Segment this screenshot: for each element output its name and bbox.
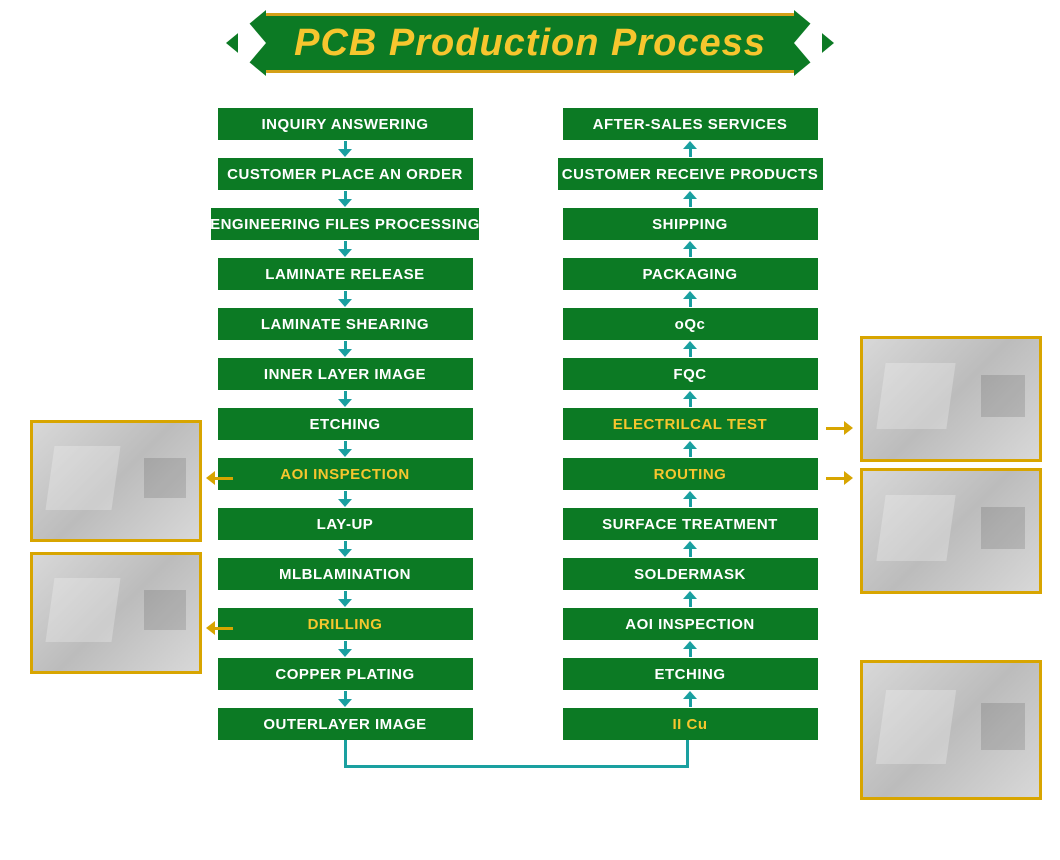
step-label: ROUTING: [654, 466, 727, 483]
step-box: ELECTRILCAL TEST: [563, 408, 818, 440]
step-box: CUSTOMER PLACE AN ORDER: [218, 158, 473, 190]
step-label: OUTERLAYER IMAGE: [263, 716, 426, 733]
arrow-down-icon: [338, 491, 352, 507]
arrow-down-icon: [338, 141, 352, 157]
step-label: ETCHING: [310, 416, 381, 433]
step-box: LAMINATE SHEARING: [218, 308, 473, 340]
arrow-up-icon: [683, 541, 697, 557]
banner-chevron-right: [794, 10, 834, 76]
step-box: INNER LAYER IMAGE: [218, 358, 473, 390]
step-label: ELECTRILCAL TEST: [613, 416, 767, 433]
side-arrow-icon: [206, 471, 233, 485]
step-box: II Cu: [563, 708, 818, 740]
arrow-down-icon: [338, 291, 352, 307]
step-box: LAMINATE RELEASE: [218, 258, 473, 290]
arrow-down-icon: [338, 691, 352, 707]
step-label: PACKAGING: [642, 266, 737, 283]
flow-column-left: INQUIRY ANSWERING CUSTOMER PLACE AN ORDER…: [210, 108, 480, 740]
photo-iicu: [860, 660, 1042, 800]
arrow-up-icon: [683, 691, 697, 707]
step-label: II Cu: [673, 716, 708, 733]
step-label: LAMINATE RELEASE: [265, 266, 424, 283]
step-box: COPPER PLATING: [218, 658, 473, 690]
arrow-down-icon: [338, 341, 352, 357]
step-label: AFTER-SALES SERVICES: [593, 116, 788, 133]
step-box: FQC: [563, 358, 818, 390]
step-box: SOLDERMASK: [563, 558, 818, 590]
step-label: AOI INSPECTION: [280, 466, 410, 483]
side-arrow-icon: [826, 471, 853, 485]
step-box: CUSTOMER RECEIVE PRODUCTS: [558, 158, 823, 190]
step-box: INQUIRY ANSWERING: [218, 108, 473, 140]
arrow-up-icon: [683, 141, 697, 157]
step-box: SURFACE TREATMENT: [563, 508, 818, 540]
page-title: PCB Production Process: [294, 22, 766, 65]
arrow-down-icon: [338, 441, 352, 457]
step-box: LAY-UP: [218, 508, 473, 540]
title-banner: PCB Production Process: [0, 10, 1060, 76]
step-label: CUSTOMER PLACE AN ORDER: [227, 166, 463, 183]
arrow-up-icon: [683, 191, 697, 207]
step-box: AOI INSPECTION: [563, 608, 818, 640]
step-label: SURFACE TREATMENT: [602, 516, 778, 533]
arrow-up-icon: [683, 441, 697, 457]
banner-chevron-left: [226, 10, 266, 76]
step-label: ENGINEERING FILES PROCESSING: [210, 216, 480, 233]
arrow-down-icon: [338, 191, 352, 207]
step-box: ETCHING: [563, 658, 818, 690]
arrow-up-icon: [683, 641, 697, 657]
step-label: CUSTOMER RECEIVE PRODUCTS: [562, 166, 818, 183]
flow-column-right: AFTER-SALES SERVICES CUSTOMER RECEIVE PRO…: [555, 108, 825, 740]
step-box: AOI INSPECTION: [218, 458, 473, 490]
step-box: ROUTING: [563, 458, 818, 490]
arrow-up-icon: [683, 391, 697, 407]
step-label: ETCHING: [655, 666, 726, 683]
arrow-up-icon: [683, 341, 697, 357]
step-box: PACKAGING: [563, 258, 818, 290]
photo-etest: [860, 336, 1042, 462]
step-label: INNER LAYER IMAGE: [264, 366, 426, 383]
step-box: DRILLING: [218, 608, 473, 640]
photo-drilling: [30, 552, 202, 674]
arrow-down-icon: [338, 641, 352, 657]
arrow-up-icon: [683, 241, 697, 257]
step-box: SHIPPING: [563, 208, 818, 240]
step-box: ENGINEERING FILES PROCESSING: [211, 208, 479, 240]
arrow-down-icon: [338, 241, 352, 257]
step-label: LAY-UP: [317, 516, 374, 533]
arrow-down-icon: [338, 391, 352, 407]
step-label: AOI INSPECTION: [625, 616, 755, 633]
step-label: SOLDERMASK: [634, 566, 746, 583]
step-label: SHIPPING: [652, 216, 728, 233]
step-box: ETCHING: [218, 408, 473, 440]
side-arrow-icon: [206, 621, 233, 635]
photo-aoi: [30, 420, 202, 542]
step-box: oQc: [563, 308, 818, 340]
arrow-down-icon: [338, 591, 352, 607]
step-label: oQc: [675, 316, 706, 333]
banner-center: PCB Production Process: [264, 13, 796, 73]
photo-routing: [860, 468, 1042, 594]
step-label: LAMINATE SHEARING: [261, 316, 429, 333]
side-arrow-icon: [826, 421, 853, 435]
flow-area: INQUIRY ANSWERING CUSTOMER PLACE AN ORDER…: [0, 108, 1060, 858]
flow-connector: [344, 740, 689, 768]
step-label: COPPER PLATING: [275, 666, 414, 683]
step-box: AFTER-SALES SERVICES: [563, 108, 818, 140]
step-box: MLBLAMINATION: [218, 558, 473, 590]
step-label: FQC: [673, 366, 706, 383]
step-label: MLBLAMINATION: [279, 566, 411, 583]
arrow-up-icon: [683, 591, 697, 607]
step-label: DRILLING: [308, 616, 383, 633]
arrow-up-icon: [683, 291, 697, 307]
arrow-down-icon: [338, 541, 352, 557]
step-label: INQUIRY ANSWERING: [261, 116, 428, 133]
step-box: OUTERLAYER IMAGE: [218, 708, 473, 740]
arrow-up-icon: [683, 491, 697, 507]
